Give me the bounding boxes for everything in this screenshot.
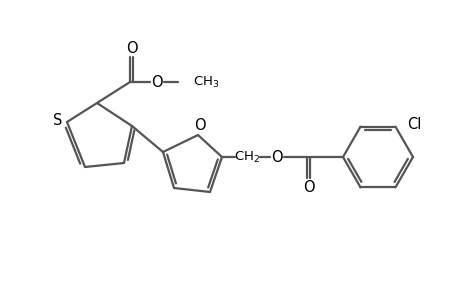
Text: O: O: [194, 118, 205, 133]
Text: S: S: [53, 112, 62, 128]
Text: O: O: [151, 74, 162, 89]
Text: O: O: [126, 40, 138, 56]
Text: CH$_2$: CH$_2$: [233, 149, 259, 165]
Text: O: O: [302, 179, 314, 194]
Text: Cl: Cl: [407, 117, 421, 132]
Text: CH$_3$: CH$_3$: [193, 74, 219, 90]
Text: O: O: [271, 149, 282, 164]
